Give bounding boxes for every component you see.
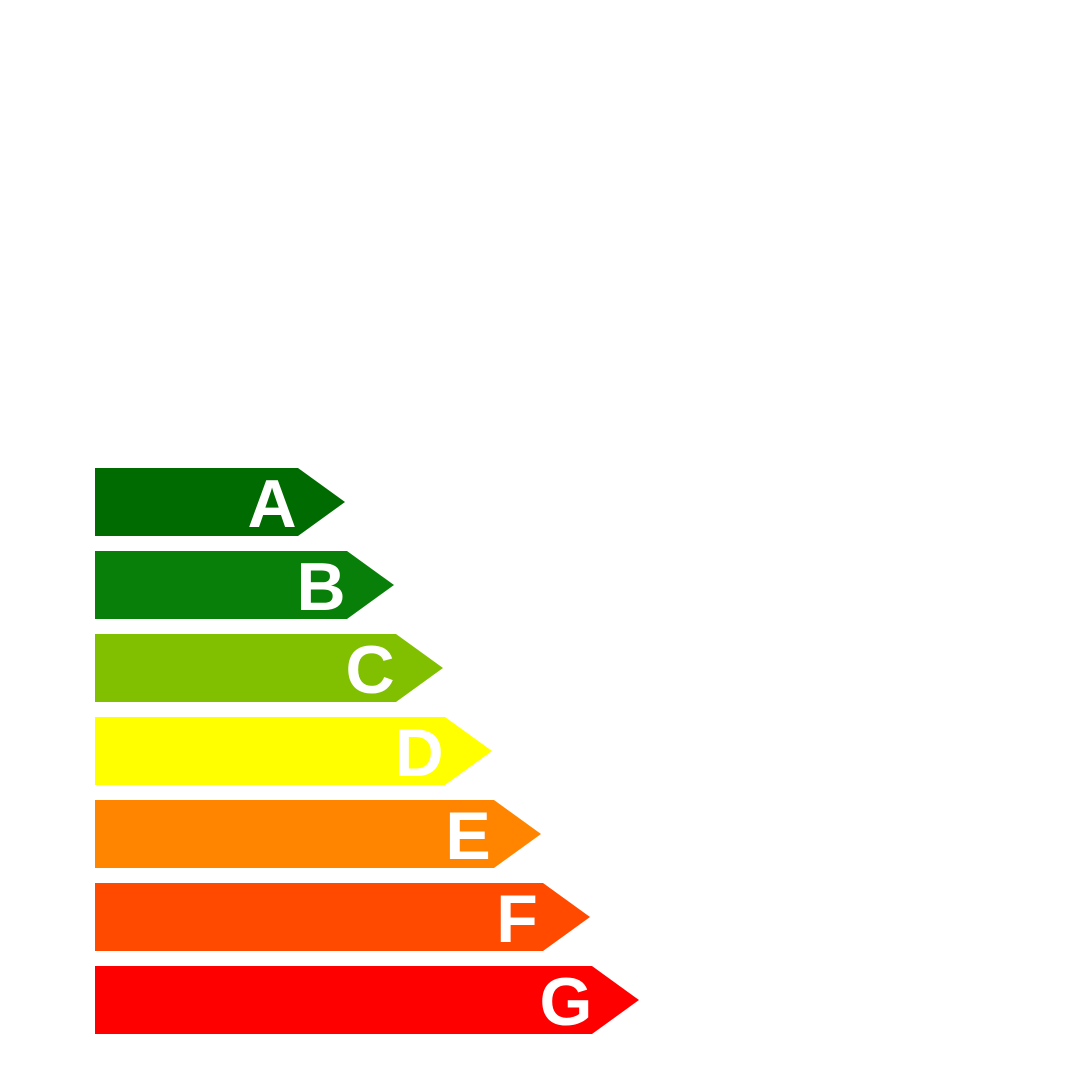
rating-letter: B [296, 549, 345, 625]
rating-arrow [95, 883, 590, 951]
rating-arrow [95, 468, 345, 536]
rating-arrow [95, 717, 492, 785]
rating-letter: D [394, 715, 443, 791]
rating-letter: F [496, 881, 538, 957]
rating-arrow [95, 634, 443, 702]
rating-letter: A [247, 466, 296, 542]
rating-arrow [95, 800, 541, 868]
rating-letter: E [445, 798, 490, 874]
rating-letter: G [540, 964, 593, 1040]
rating-arrow [95, 551, 394, 619]
rating-arrow [95, 966, 639, 1034]
rating-letter: C [345, 632, 394, 708]
